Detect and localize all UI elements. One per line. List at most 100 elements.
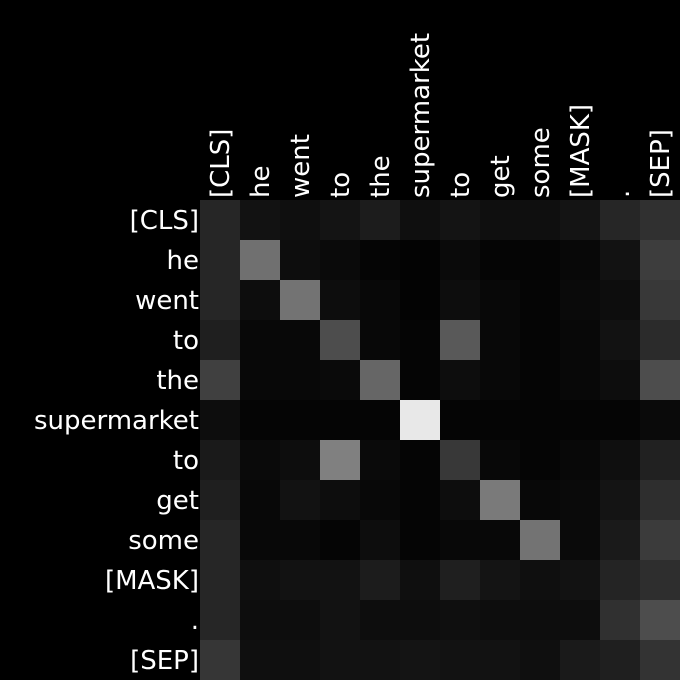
heatmap-cell — [520, 400, 560, 440]
x-tick-label: went — [286, 134, 316, 198]
heatmap-cell — [400, 320, 440, 360]
heatmap-cell — [520, 480, 560, 520]
heatmap-cell — [440, 320, 480, 360]
x-tick-label: [SEP] — [646, 129, 676, 198]
heatmap-cell — [320, 480, 360, 520]
heatmap-cell — [320, 320, 360, 360]
heatmap-cell — [280, 520, 320, 560]
heatmap-cell — [600, 600, 640, 640]
heatmap-cell — [640, 240, 680, 280]
heatmap-cell — [360, 320, 400, 360]
heatmap-cell — [440, 480, 480, 520]
x-tick-label: get — [486, 155, 516, 198]
heatmap-cell — [360, 560, 400, 600]
heatmap-cell — [400, 640, 440, 680]
heatmap-cell — [520, 360, 560, 400]
heatmap-cell — [200, 560, 240, 600]
heatmap-cell — [640, 600, 680, 640]
heatmap-cell — [560, 480, 600, 520]
heatmap-cell — [600, 480, 640, 520]
heatmap-cell — [600, 520, 640, 560]
y-tick-label: to — [173, 446, 199, 476]
heatmap-cell — [440, 640, 480, 680]
x-tick-label: the — [366, 155, 396, 198]
heatmap-cell — [200, 640, 240, 680]
x-tick-label: supermarket — [406, 33, 436, 198]
y-tick-label: went — [135, 286, 199, 316]
heatmap-cell — [280, 200, 320, 240]
heatmap-cell — [200, 320, 240, 360]
x-tick-label: to — [446, 172, 476, 198]
heatmap-cell — [240, 360, 280, 400]
heatmap-cell — [360, 480, 400, 520]
heatmap-cell — [520, 320, 560, 360]
heatmap-cell — [640, 280, 680, 320]
heatmap-cell — [280, 560, 320, 600]
heatmap-cell — [280, 320, 320, 360]
heatmap-cell — [560, 560, 600, 600]
heatmap-cell — [480, 200, 520, 240]
heatmap-cell — [640, 560, 680, 600]
heatmap-cell — [400, 240, 440, 280]
heatmap-cell — [320, 400, 360, 440]
heatmap-cell — [440, 600, 480, 640]
heatmap-cell — [480, 560, 520, 600]
heatmap-cell — [640, 520, 680, 560]
heatmap-cell — [280, 600, 320, 640]
heatmap-cell — [640, 640, 680, 680]
heatmap-cell — [440, 560, 480, 600]
heatmap-cell — [200, 520, 240, 560]
heatmap-cell — [560, 440, 600, 480]
heatmap-cell — [560, 640, 600, 680]
heatmap-cell — [520, 520, 560, 560]
heatmap-cell — [560, 200, 600, 240]
heatmap-cell — [200, 400, 240, 440]
x-tick-label: [CLS] — [206, 129, 236, 198]
heatmap-cell — [360, 200, 400, 240]
heatmap-cell — [600, 440, 640, 480]
heatmap-cell — [280, 360, 320, 400]
heatmap-cell — [560, 240, 600, 280]
y-tick-label: the — [156, 366, 199, 396]
heatmap-cell — [320, 640, 360, 680]
y-tick-label: to — [173, 326, 199, 356]
heatmap-cell — [440, 280, 480, 320]
heatmap-cell — [480, 320, 520, 360]
heatmap-cell — [640, 200, 680, 240]
heatmap-cell — [320, 440, 360, 480]
heatmap-cell — [240, 600, 280, 640]
heatmap-cell — [480, 480, 520, 520]
heatmap-cell — [440, 400, 480, 440]
y-tick-label: get — [156, 486, 199, 516]
y-tick-label: [SEP] — [130, 646, 199, 676]
heatmap-cell — [600, 200, 640, 240]
y-tick-label: some — [128, 526, 199, 556]
heatmap-cell — [560, 280, 600, 320]
heatmap-cell — [640, 440, 680, 480]
heatmap-cell — [400, 360, 440, 400]
heatmap-cell — [240, 400, 280, 440]
heatmap-cell — [480, 360, 520, 400]
heatmap-cell — [520, 600, 560, 640]
heatmap-cell — [320, 240, 360, 280]
heatmap-cell — [600, 280, 640, 320]
heatmap-cell — [320, 560, 360, 600]
heatmap-cell — [240, 440, 280, 480]
heatmap-cell — [400, 480, 440, 520]
heatmap-cell — [360, 640, 400, 680]
heatmap-cell — [480, 240, 520, 280]
heatmap-cell — [320, 520, 360, 560]
x-tick-label: [MASK] — [566, 104, 596, 198]
heatmap-cell — [480, 600, 520, 640]
heatmap-cell — [560, 600, 600, 640]
heatmap-cell — [200, 240, 240, 280]
x-tick-label: he — [246, 166, 276, 198]
y-tick-label: he — [167, 246, 199, 276]
y-tick-labels: [CLS] he went to the supermarket to get some [MAS… — [34, 206, 199, 676]
heatmap-cell — [240, 200, 280, 240]
heatmap-cell — [560, 320, 600, 360]
x-tick-labels: [CLS] he went to the supermarket to get some [MAS… — [206, 33, 676, 198]
x-tick-label: . — [606, 190, 636, 198]
heatmap-cell — [280, 440, 320, 480]
